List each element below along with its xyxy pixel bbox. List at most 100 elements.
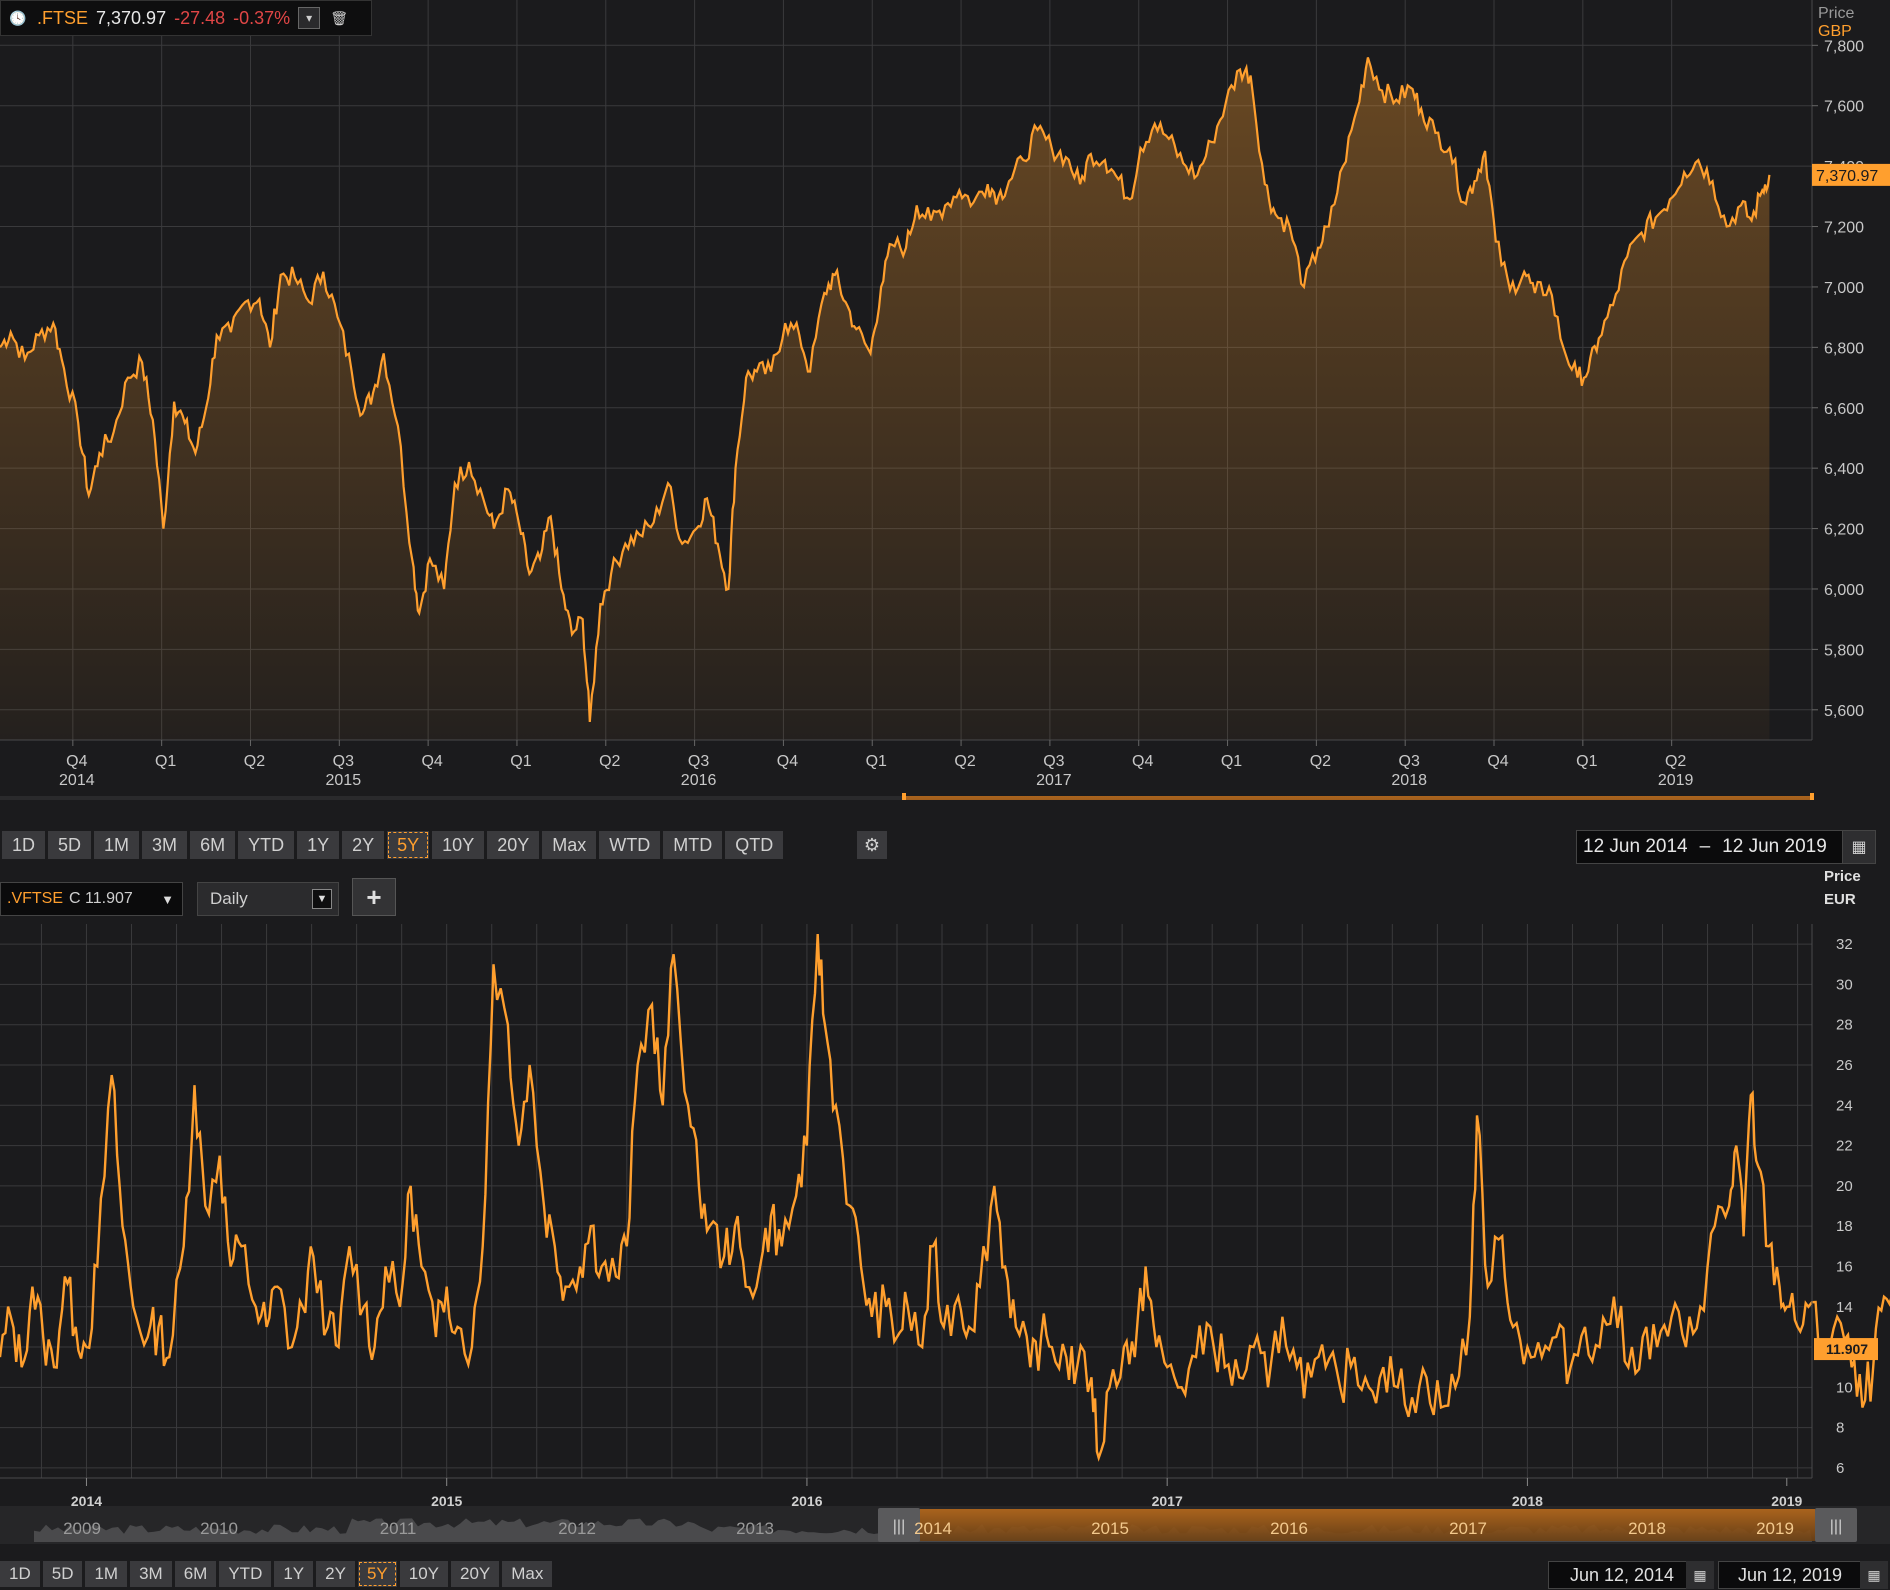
navigator-year-label: 2013: [736, 1519, 774, 1538]
bottom-y-tick-label: 28: [1836, 1017, 1853, 1034]
bottom-period-selector: 1D 5D 1M 3M 6M YTD 1Y 2Y 5Y 10Y 20Y Max: [0, 1561, 553, 1587]
date-range-picker[interactable]: 12 Jun 2014 – 12 Jun 2019 ▦: [1576, 830, 1876, 864]
bottom-period-button-ytd[interactable]: YTD: [219, 1561, 272, 1587]
bottom-date-to[interactable]: Jun 12, 2019: [1718, 1561, 1862, 1589]
top-x-tick-label: Q2: [954, 753, 975, 770]
top-x-tick-label: Q1: [155, 753, 176, 770]
date-range-to[interactable]: 12 Jun 2019: [1722, 836, 1827, 857]
bottom-period-button-5y[interactable]: 5Y: [357, 1561, 397, 1587]
bottom-date-from[interactable]: Jun 12, 2014: [1548, 1561, 1696, 1589]
bottom-x-tick-label: 2018: [1512, 1493, 1543, 1509]
period-selector: 1D 5D 1M 3M 6M YTD 1Y 2Y 5Y 10Y 20Y Max WTD MTD QTD: [2, 831, 784, 859]
period-button-5y[interactable]: 5Y: [387, 831, 430, 859]
period-button-10y[interactable]: 10Y: [432, 831, 485, 859]
top-x-tick-label: Q4: [1132, 753, 1153, 770]
navigator-year-label: 2012: [558, 1519, 596, 1538]
date-range-from[interactable]: 12 Jun 2014: [1583, 836, 1688, 857]
caret-down-icon[interactable]: ▼: [312, 889, 332, 909]
bottom-period-button-3m[interactable]: 3M: [130, 1561, 172, 1587]
top-y-tick-label: 7,800: [1824, 38, 1864, 55]
bottom-period-button-1m[interactable]: 1M: [85, 1561, 128, 1587]
top-x-year-label: 2019: [1658, 772, 1694, 789]
top-y-tick-label: 6,400: [1824, 461, 1864, 478]
bottom-y-tick-label: 8: [1836, 1420, 1844, 1437]
period-button-6m[interactable]: 6M: [190, 831, 236, 859]
bottom-navigator-left-handle[interactable]: [878, 1508, 920, 1542]
top-y-tick-label: 5,800: [1824, 642, 1864, 659]
navigator-year-label: 2015: [1091, 1519, 1129, 1538]
top-y-tick-label: 6,800: [1824, 340, 1864, 357]
period-button-2y[interactable]: 2Y: [342, 831, 385, 859]
top-x-tick-label: Q3: [1043, 753, 1064, 770]
top-x-tick-label: Q4: [777, 753, 798, 770]
bottom-y-tick-label: 18: [1836, 1218, 1853, 1235]
period-button-mtd[interactable]: MTD: [663, 831, 723, 859]
bottom-navigator-window[interactable]: [920, 1509, 1815, 1541]
period-button-5d[interactable]: 5D: [48, 831, 92, 859]
top-y-tick-label: 6,200: [1824, 522, 1864, 539]
calendar-icon[interactable]: ▦: [1842, 831, 1875, 863]
bottom-navigator-right-handle[interactable]: [1815, 1508, 1857, 1542]
ftse-price-chart[interactable]: 5,600 5,800 6,000 6,200 6,400 6,600 6,800 7,000…: [0, 0, 1890, 800]
ticker-symbol[interactable]: .FTSE: [37, 7, 89, 28]
bottom-y-tick-label: 24: [1836, 1097, 1853, 1114]
ftse-last-value-marker: 7,370.97: [1812, 163, 1890, 186]
period-button-20y[interactable]: 20Y: [487, 831, 540, 859]
clock-icon[interactable]: 🕓: [9, 9, 27, 26]
bottom-period-button-20y[interactable]: 20Y: [450, 1561, 500, 1587]
top-x-tick-label: Q2: [1310, 753, 1331, 770]
bottom-period-button-5d[interactable]: 5D: [42, 1561, 83, 1587]
grip-icon: |||: [893, 1518, 905, 1535]
frequency-value: Daily: [210, 889, 248, 908]
top-y-tick-label: 7,200: [1824, 220, 1864, 237]
bottom-x-tick-label: 2016: [791, 1493, 822, 1509]
period-button-max[interactable]: Max: [542, 831, 597, 859]
period-button-wtd[interactable]: WTD: [599, 831, 661, 859]
top-x-tick-label: Q2: [244, 753, 265, 770]
vftse-last-value-marker: 11.907: [1814, 1338, 1878, 1361]
bottom-period-button-1d[interactable]: 1D: [0, 1561, 40, 1587]
period-button-1m[interactable]: 1M: [94, 831, 140, 859]
ticker-header: 🕓 .FTSE 7,370.97 -27.48 -0.37% ▾ 🗑: [0, 0, 372, 36]
bottom-period-button-2y[interactable]: 2Y: [316, 1561, 355, 1587]
bottom-period-button-10y[interactable]: 10Y: [399, 1561, 448, 1587]
caret-down-icon[interactable]: ▼: [161, 891, 174, 907]
period-button-1y[interactable]: 1Y: [297, 831, 340, 859]
vftse-price-line: [0, 934, 1890, 1462]
chevron-down-icon[interactable]: ▾: [298, 7, 321, 29]
add-series-button[interactable]: +: [352, 878, 396, 916]
top-navigator-window[interactable]: [904, 796, 1812, 800]
period-button-3m[interactable]: 3M: [142, 831, 188, 859]
top-navigator-right-handle[interactable]: [1810, 793, 1814, 800]
period-button-qtd[interactable]: QTD: [725, 831, 784, 859]
top-x-year-label: 2016: [681, 772, 717, 789]
bottom-period-button-max[interactable]: Max: [502, 1561, 553, 1587]
calendar-icon[interactable]: ▦: [1686, 1561, 1714, 1589]
top-navigator-left-handle[interactable]: [902, 793, 906, 800]
bottom-y-tick-label: 14: [1836, 1299, 1853, 1316]
ticker-change: -27.48: [174, 7, 226, 28]
top-x-tick-label: Q1: [1576, 753, 1597, 770]
top-y-tick-label: 5,600: [1824, 703, 1864, 720]
navigator-year-label: 2017: [1449, 1519, 1487, 1538]
vftse-price-chart[interactable]: 68101214161820222426283032 2014201520162…: [0, 870, 1890, 1560]
bottom-y-axis: 68101214161820222426283032: [1836, 936, 1853, 1477]
trash-icon[interactable]: 🗑: [330, 9, 349, 26]
frequency-select[interactable]: Daily ▼: [197, 882, 339, 916]
bottom-x-axis: 2014 2015 2016 2017 2018 2019: [71, 1478, 1803, 1509]
top-x-tick-label: Q1: [510, 753, 531, 770]
date-range-separator: –: [1699, 836, 1711, 857]
bottom-y-tick-label: 20: [1836, 1178, 1853, 1195]
settings-gear-icon[interactable]: ⚙: [857, 831, 887, 859]
calendar-icon[interactable]: ▦: [1860, 1561, 1888, 1589]
top-x-year-label: 2017: [1036, 772, 1072, 789]
top-x-tick-label: Q3: [333, 753, 354, 770]
ftse-last-value-label: 7,370.97: [1816, 168, 1878, 185]
period-button-1d[interactable]: 1D: [2, 831, 46, 859]
period-button-ytd[interactable]: YTD: [238, 831, 295, 859]
bottom-period-button-1y[interactable]: 1Y: [274, 1561, 314, 1587]
lower-symbol-select[interactable]: .VFTSE C 11.907 ▼: [0, 882, 183, 916]
bottom-y-tick-label: 10: [1836, 1379, 1853, 1396]
bottom-period-button-6m[interactable]: 6M: [174, 1561, 217, 1587]
navigator-year-label: 2014: [914, 1519, 952, 1538]
